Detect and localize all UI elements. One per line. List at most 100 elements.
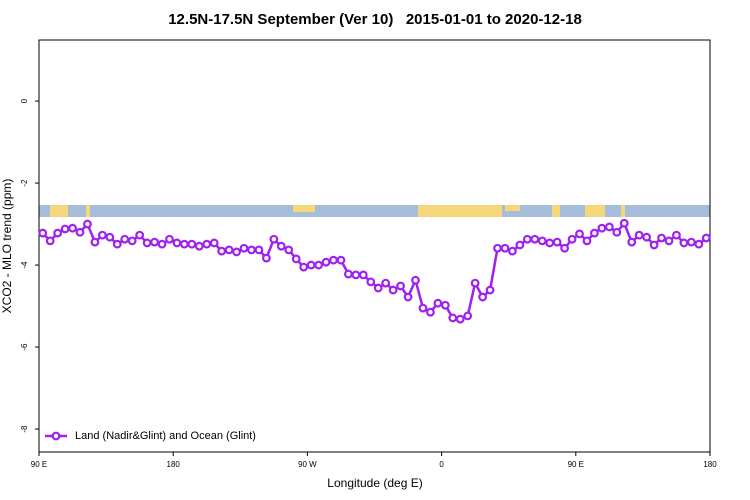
data-point xyxy=(120,234,130,244)
data-point xyxy=(187,239,197,249)
data-point xyxy=(53,228,63,238)
data-point xyxy=(426,307,435,317)
chart-title: 12.5N-17.5N September (Ver 10) 2015-01-0… xyxy=(168,11,582,28)
data-point xyxy=(68,223,77,233)
data-point xyxy=(75,227,85,237)
data-point xyxy=(291,254,301,264)
y-tick-label: 0 xyxy=(20,98,29,103)
data-point xyxy=(508,246,517,256)
data-point xyxy=(440,300,450,310)
data-point xyxy=(150,237,159,247)
data-point xyxy=(284,245,294,255)
data-point xyxy=(522,234,532,244)
x-tick-label: 180 xyxy=(703,460,717,469)
y-tick-label: -8 xyxy=(20,425,29,433)
data-point xyxy=(403,292,413,302)
data-point xyxy=(500,243,510,253)
data-point xyxy=(276,241,286,251)
data-point xyxy=(247,245,256,255)
land-patch xyxy=(293,205,315,212)
data-point xyxy=(672,230,681,240)
data-point xyxy=(545,238,555,248)
land-patch xyxy=(552,205,560,217)
data-point xyxy=(172,238,182,248)
data-point xyxy=(358,270,368,280)
land-patch xyxy=(621,205,625,217)
data-point xyxy=(686,237,696,247)
data-point xyxy=(701,233,711,243)
data-point xyxy=(537,236,547,246)
data-point xyxy=(135,230,145,240)
y-tick-label: -6 xyxy=(20,343,29,351)
data-point xyxy=(269,234,279,244)
x-tick-label: 90 E xyxy=(31,460,47,469)
data-point xyxy=(679,238,689,248)
data-point xyxy=(38,228,48,238)
data-point xyxy=(590,228,599,238)
data-point xyxy=(664,236,674,246)
data-point xyxy=(478,292,488,302)
data-point xyxy=(261,253,271,263)
data-point xyxy=(657,233,666,243)
data-point xyxy=(60,224,70,234)
data-point xyxy=(344,269,353,279)
data-point xyxy=(694,239,704,249)
data-point xyxy=(254,245,264,255)
data-point xyxy=(209,238,219,248)
data-point xyxy=(105,232,115,242)
data-point xyxy=(239,243,249,253)
data-point xyxy=(634,230,644,240)
y-tick-label: -2 xyxy=(20,179,29,187)
data-point xyxy=(179,239,189,249)
y-axis-label: XCO2 - MLO trend (ppm) xyxy=(0,179,14,314)
data-point xyxy=(396,281,405,291)
land-patch xyxy=(585,205,605,217)
map-strip xyxy=(39,205,710,217)
land-patch xyxy=(50,205,68,217)
x-tick-label: 90 W xyxy=(298,460,317,469)
data-point xyxy=(299,262,309,272)
data-point xyxy=(373,283,383,293)
data-point xyxy=(530,234,540,244)
data-point xyxy=(463,311,473,321)
data-point xyxy=(366,277,376,287)
data-point xyxy=(45,236,55,246)
legend-marker xyxy=(51,431,61,441)
legend-label: Land (Nadir&Glint) and Ocean (Glint) xyxy=(75,430,256,442)
data-point xyxy=(627,237,637,247)
data-point xyxy=(619,218,629,228)
x-tick-label: 0 xyxy=(439,460,444,469)
data-point xyxy=(418,303,428,313)
data-point xyxy=(165,234,174,244)
plot-frame xyxy=(38,39,711,453)
data-point xyxy=(448,313,458,323)
data-point xyxy=(560,243,570,253)
data-point xyxy=(515,240,525,250)
data-point xyxy=(485,285,495,295)
data-point xyxy=(612,227,622,237)
data-point xyxy=(232,247,241,257)
data-point xyxy=(381,278,391,288)
data-point xyxy=(552,237,562,247)
ocean-band xyxy=(39,205,710,217)
data-point xyxy=(493,243,502,253)
land-patch xyxy=(505,205,520,211)
data-point xyxy=(202,239,212,249)
data-point xyxy=(642,232,652,242)
x-axis-label: Longitude (deg E) xyxy=(327,476,422,490)
data-point xyxy=(83,219,92,229)
data-point xyxy=(336,255,346,265)
data-point xyxy=(649,240,659,250)
data-point xyxy=(321,257,331,267)
data-point xyxy=(604,222,614,232)
data-point xyxy=(470,278,480,288)
data-point xyxy=(433,298,443,308)
data-point xyxy=(224,245,234,255)
data-point xyxy=(567,234,577,244)
data-point xyxy=(575,229,584,239)
data-point xyxy=(112,239,122,249)
data-point xyxy=(411,275,420,285)
y-tick-label: -4 xyxy=(20,261,29,269)
land-patch xyxy=(86,205,90,217)
